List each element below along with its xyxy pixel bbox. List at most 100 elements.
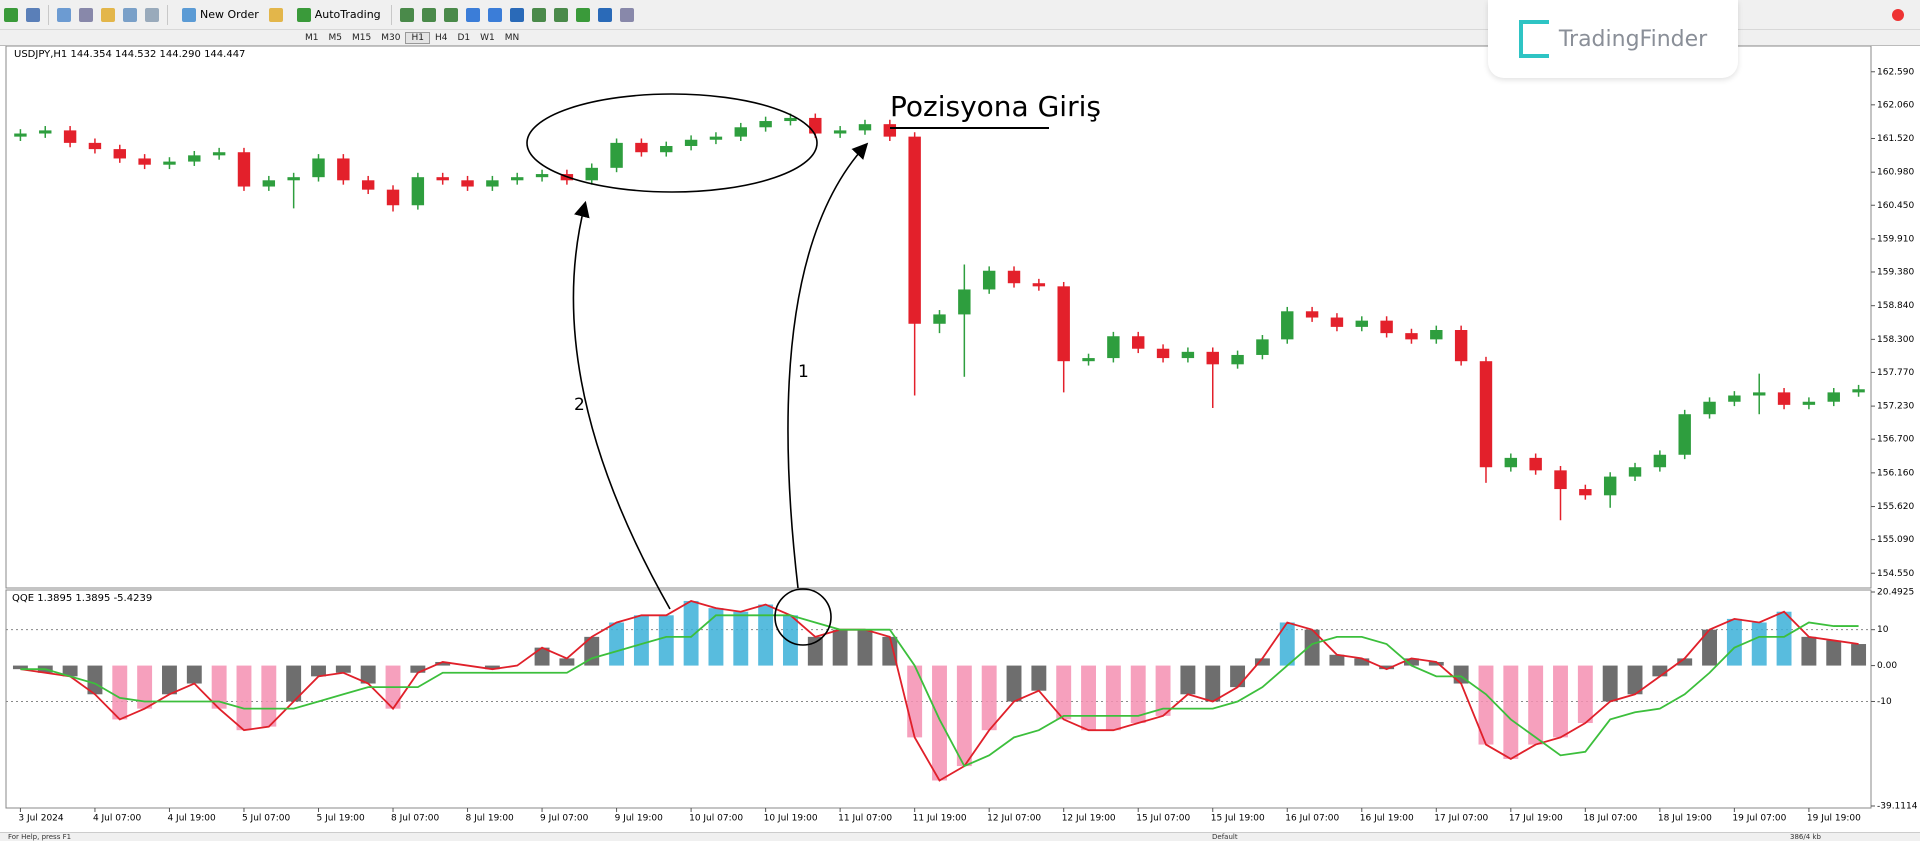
candle-body: [1132, 336, 1145, 349]
chart-title: USDJPY,H1 144.354 144.532 144.290 144.44…: [14, 49, 245, 60]
candle-body: [486, 180, 499, 187]
icon[interactable]: [79, 7, 93, 22]
histogram-bar: [683, 600, 699, 666]
candle-body: [1852, 389, 1865, 393]
candle-body: [461, 180, 474, 187]
icon[interactable]: [509, 7, 524, 22]
x-tick-label: 12 Jul 19:00: [1062, 814, 1116, 824]
candle-body: [908, 136, 921, 324]
timeframe[interactable]: H1: [405, 31, 430, 44]
histogram-bar: [1056, 665, 1072, 720]
y-tick-label: 162.060: [1877, 100, 1914, 110]
candle-body: [1256, 339, 1269, 355]
x-tick-label: 4 Jul 07:00: [93, 814, 142, 824]
icon[interactable]: [619, 7, 634, 22]
x-tick-label: 11 Jul 19:00: [913, 814, 967, 824]
candle-body: [1678, 414, 1691, 455]
icon[interactable]: [531, 7, 546, 22]
icon[interactable]: [553, 7, 568, 22]
icon[interactable]: [123, 7, 137, 22]
button-label: New Order: [200, 8, 259, 21]
y-tick-label: 162.590: [1877, 67, 1914, 77]
icon[interactable]: [597, 7, 612, 22]
candle-body: [1330, 317, 1344, 327]
candle-body: [1529, 457, 1542, 471]
candle-body: [138, 158, 151, 165]
histogram-bar: [932, 665, 947, 781]
icon[interactable]: [145, 7, 159, 22]
icon[interactable]: [26, 7, 40, 22]
arrow: [572, 200, 671, 610]
candle-body: [511, 177, 524, 181]
x-tick-label: 17 Jul 19:00: [1509, 814, 1563, 824]
x-tick-label: 9 Jul 19:00: [615, 814, 664, 824]
histogram-bar: [559, 658, 575, 666]
candle-body: [585, 167, 598, 181]
histogram-bar: [1304, 629, 1320, 666]
icon[interactable]: [487, 7, 502, 22]
y-tick-label: 155.090: [1877, 535, 1914, 545]
candle-body: [1603, 476, 1617, 496]
y-tick-label: 157.230: [1877, 402, 1914, 412]
timeframe[interactable]: D1: [457, 32, 471, 43]
status-bar: For Help, press F1 Default 386/4 kb: [0, 832, 1920, 841]
icon[interactable]: [4, 7, 18, 22]
timeframe[interactable]: M5: [328, 32, 343, 43]
y-tick-label: 156.160: [1877, 468, 1914, 478]
timeframe[interactable]: M30: [381, 32, 401, 43]
autotrading-button[interactable]: AutoTrading: [293, 7, 381, 22]
histogram-bar: [1155, 665, 1171, 716]
histogram-bar: [708, 608, 724, 666]
icon[interactable]: [465, 7, 480, 22]
y-tick-label: 159.910: [1877, 234, 1914, 244]
histogram-bar: [1602, 665, 1618, 702]
x-tick-label: 9 Jul 07:00: [540, 814, 589, 824]
y-tick-label: 160.980: [1877, 168, 1914, 178]
histogram-bar: [758, 604, 774, 666]
icon[interactable]: [399, 7, 414, 22]
timeframe[interactable]: MN: [504, 32, 520, 43]
icon[interactable]: [57, 7, 71, 22]
candle-body: [188, 155, 201, 162]
new-order-button[interactable]: New Order: [178, 7, 259, 22]
candle-body: [1554, 470, 1567, 490]
icon[interactable]: [421, 7, 436, 22]
x-tick-label: 16 Jul 07:00: [1285, 814, 1339, 824]
logo: TradingFinder: [1488, 0, 1738, 78]
candle-body: [63, 130, 77, 143]
candle-body: [1032, 283, 1046, 287]
histogram-bar: [1528, 665, 1544, 745]
indicator-line: [20, 599, 1859, 782]
histogram-bar: [137, 665, 153, 709]
timeframe[interactable]: W1: [480, 32, 495, 43]
notification[interactable]: [1892, 8, 1904, 21]
timeframe[interactable]: M1: [305, 32, 319, 43]
icon[interactable]: [575, 7, 590, 22]
candle-body: [411, 177, 425, 206]
histogram-bar: [410, 665, 426, 673]
histogram-bar: [1726, 618, 1742, 666]
histogram-bar: [484, 665, 500, 670]
histogram-bar: [956, 665, 972, 767]
status-text: Default: [1212, 833, 1238, 841]
arrow: [787, 142, 869, 589]
indicator-title: QQE 1.3895 1.3895 -5.4239: [12, 593, 152, 604]
x-tick-label: 18 Jul 19:00: [1658, 814, 1712, 824]
icon[interactable]: [443, 7, 458, 22]
histogram-bar: [609, 622, 625, 666]
candle-body: [312, 158, 325, 178]
icon[interactable]: [101, 7, 115, 22]
timeframe[interactable]: M15: [352, 32, 372, 43]
y-tick-label: 10: [1877, 625, 1889, 635]
icon[interactable]: [268, 7, 283, 22]
candle-body: [1653, 454, 1667, 468]
timeframe[interactable]: H4: [434, 32, 448, 43]
candle-body: [1057, 286, 1070, 362]
x-tick-label: 5 Jul 19:00: [317, 814, 366, 824]
candle-body: [88, 142, 102, 150]
histogram-bar: [211, 665, 227, 709]
candle-body: [1305, 311, 1319, 318]
histogram-bar: [1404, 658, 1419, 666]
y-tick-label: 154.550: [1877, 569, 1914, 579]
